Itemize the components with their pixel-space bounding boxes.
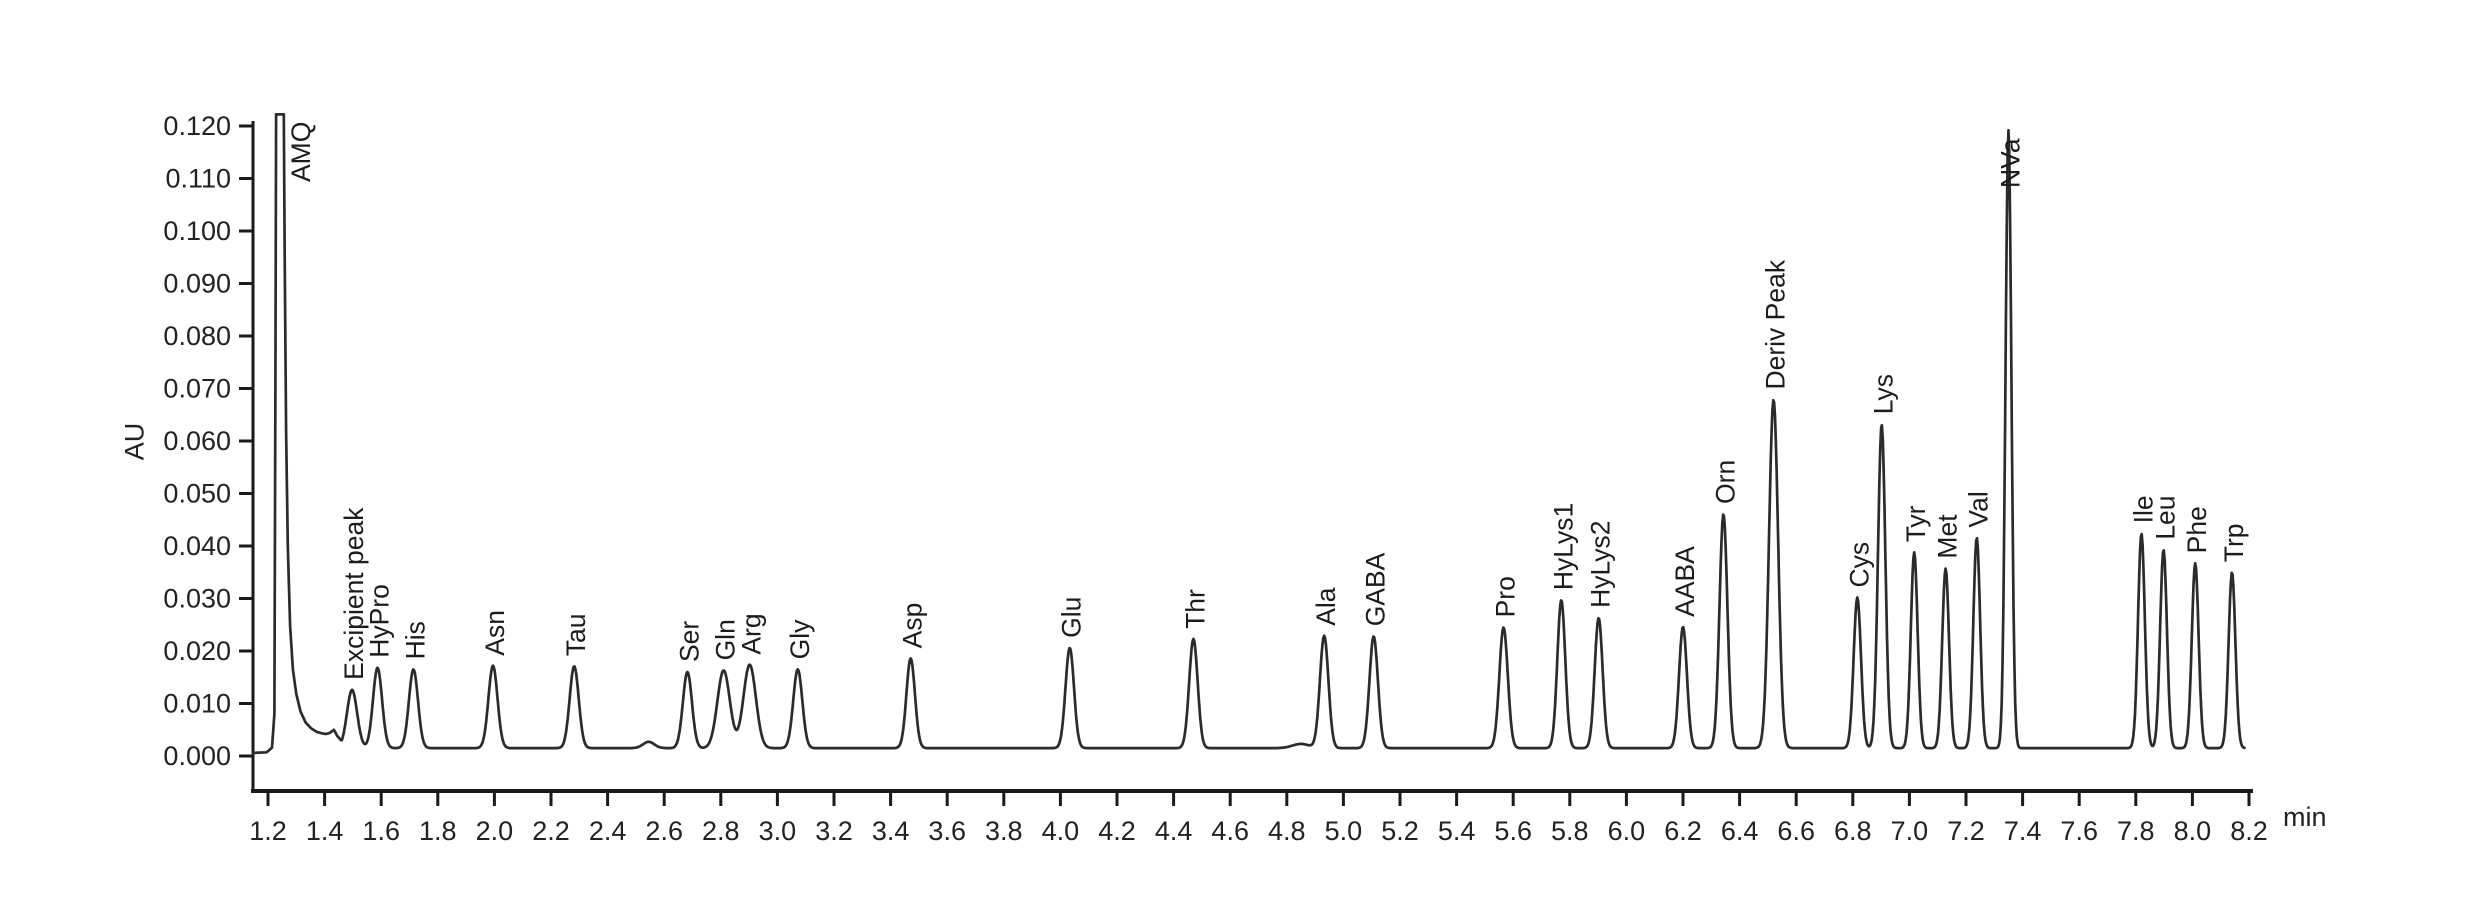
x-tick-label: 1.6 [362,816,400,846]
x-tick-label: 1.8 [419,816,457,846]
y-tick-label: 0.100 [163,216,231,246]
y-tick-label: 0.010 [163,689,231,719]
x-tick-label: 2.6 [645,816,683,846]
x-tick-label: 4.6 [1211,816,1249,846]
peak-label-arg: Arg [737,613,767,654]
y-tick-label: 0.120 [163,111,231,141]
peak-label-glu: Glu [1057,597,1087,638]
peak-label-tau: Tau [561,613,591,656]
x-tick-label: 6.4 [1721,816,1759,846]
y-tick-label: 0.070 [163,374,231,404]
x-tick-label: 2.0 [476,816,514,846]
peak-label-ala: Ala [1311,587,1341,626]
peak-label-phe: Phe [2182,506,2212,553]
x-tick-label: 4.8 [1268,816,1306,846]
x-tick-label: 3.0 [759,816,797,846]
x-tick-label: 2.4 [589,816,627,846]
y-tick-label: 0.050 [163,479,231,509]
x-tick-label: 7.6 [2060,816,2098,846]
peak-label-thr: Thr [1180,589,1210,629]
x-tick-label: 5.0 [1325,816,1363,846]
x-tick-label: 5.8 [1551,816,1589,846]
x-tick-label: 7.0 [1891,816,1929,846]
y-tick-label: 0.030 [163,584,231,614]
y-tick-label: 0.040 [163,531,231,561]
y-tick-label: 0.000 [163,741,231,771]
y-tick-label: 0.080 [163,321,231,351]
peak-label-aaba: AABA [1670,546,1700,617]
x-tick-label: 5.2 [1381,816,1419,846]
x-tick-label: 7.8 [2117,816,2155,846]
x-tick-label: 2.8 [702,816,740,846]
x-tick-label: 4.2 [1098,816,1136,846]
y-tick-label: 0.110 [165,164,231,194]
peak-label-asp: Asp [898,603,928,649]
peak-label-excipient-peak: Excipient peak [339,507,369,680]
peak-label-amq: AMQ [286,122,316,182]
x-tick-label: 6.8 [1834,816,1872,846]
x-tick-label: 3.6 [928,816,966,846]
chromatogram-trace [251,113,2246,755]
peak-label-asn: Asn [480,610,510,656]
peak-label-lys: Lys [1869,374,1899,414]
peak-label-hylys2: HyLys2 [1586,521,1616,608]
x-tick-label: 1.4 [306,816,344,846]
peak-label-leu: Leu [2151,495,2181,539]
peak-label-ser: Ser [674,621,704,662]
x-tick-label: 5.4 [1438,816,1476,846]
peak-label-trp: Trp [2219,523,2249,562]
peak-label-gly: Gly [785,619,815,660]
peak-label-his: His [400,621,430,659]
x-tick-label: 4.0 [1042,816,1080,846]
y-tick-label: 0.090 [163,269,231,299]
x-tick-label: 6.0 [1608,816,1646,846]
peak-label-tyr: Tyr [1901,505,1931,542]
x-tick-label: 3.8 [985,816,1023,846]
x-tick-label: 6.2 [1664,816,1702,846]
x-tick-label: 3.2 [815,816,853,846]
peak-label-hypro: HyPro [365,584,395,658]
peak-label-gaba: GABA [1361,552,1391,626]
x-tick-label: 1.2 [249,816,287,846]
y-tick-label: 0.060 [163,426,231,456]
x-tick-label: 6.6 [1777,816,1815,846]
y-tick-label: 0.020 [163,636,231,666]
x-tick-label: 4.4 [1155,816,1193,846]
peak-label-cys: Cys [1844,542,1874,588]
x-tick-label: 8.2 [2230,816,2268,846]
x-tick-label: 7.2 [1947,816,1985,846]
x-axis-unit-label: min [2283,802,2327,832]
peak-label-orn: Orn [1710,460,1740,504]
x-tick-label: 8.0 [2174,816,2212,846]
peak-label-val: Val [1964,491,1994,527]
x-tick-label: 2.2 [532,816,570,846]
peak-label-hylys1: HyLys1 [1548,503,1578,590]
y-axis-title: AU [119,422,150,461]
x-tick-label: 3.4 [872,816,910,846]
peak-label-ile: Ile [2128,495,2158,523]
peak-label-deriv-peak: Deriv Peak [1761,259,1791,389]
peak-label-nva: NVa [1995,138,2025,188]
x-tick-label: 7.4 [2004,816,2042,846]
peak-label-met: Met [1933,514,1963,559]
x-tick-label: 5.6 [1494,816,1532,846]
peak-label-pro: Pro [1491,576,1521,617]
peak-label-gln: Gln [711,619,741,660]
